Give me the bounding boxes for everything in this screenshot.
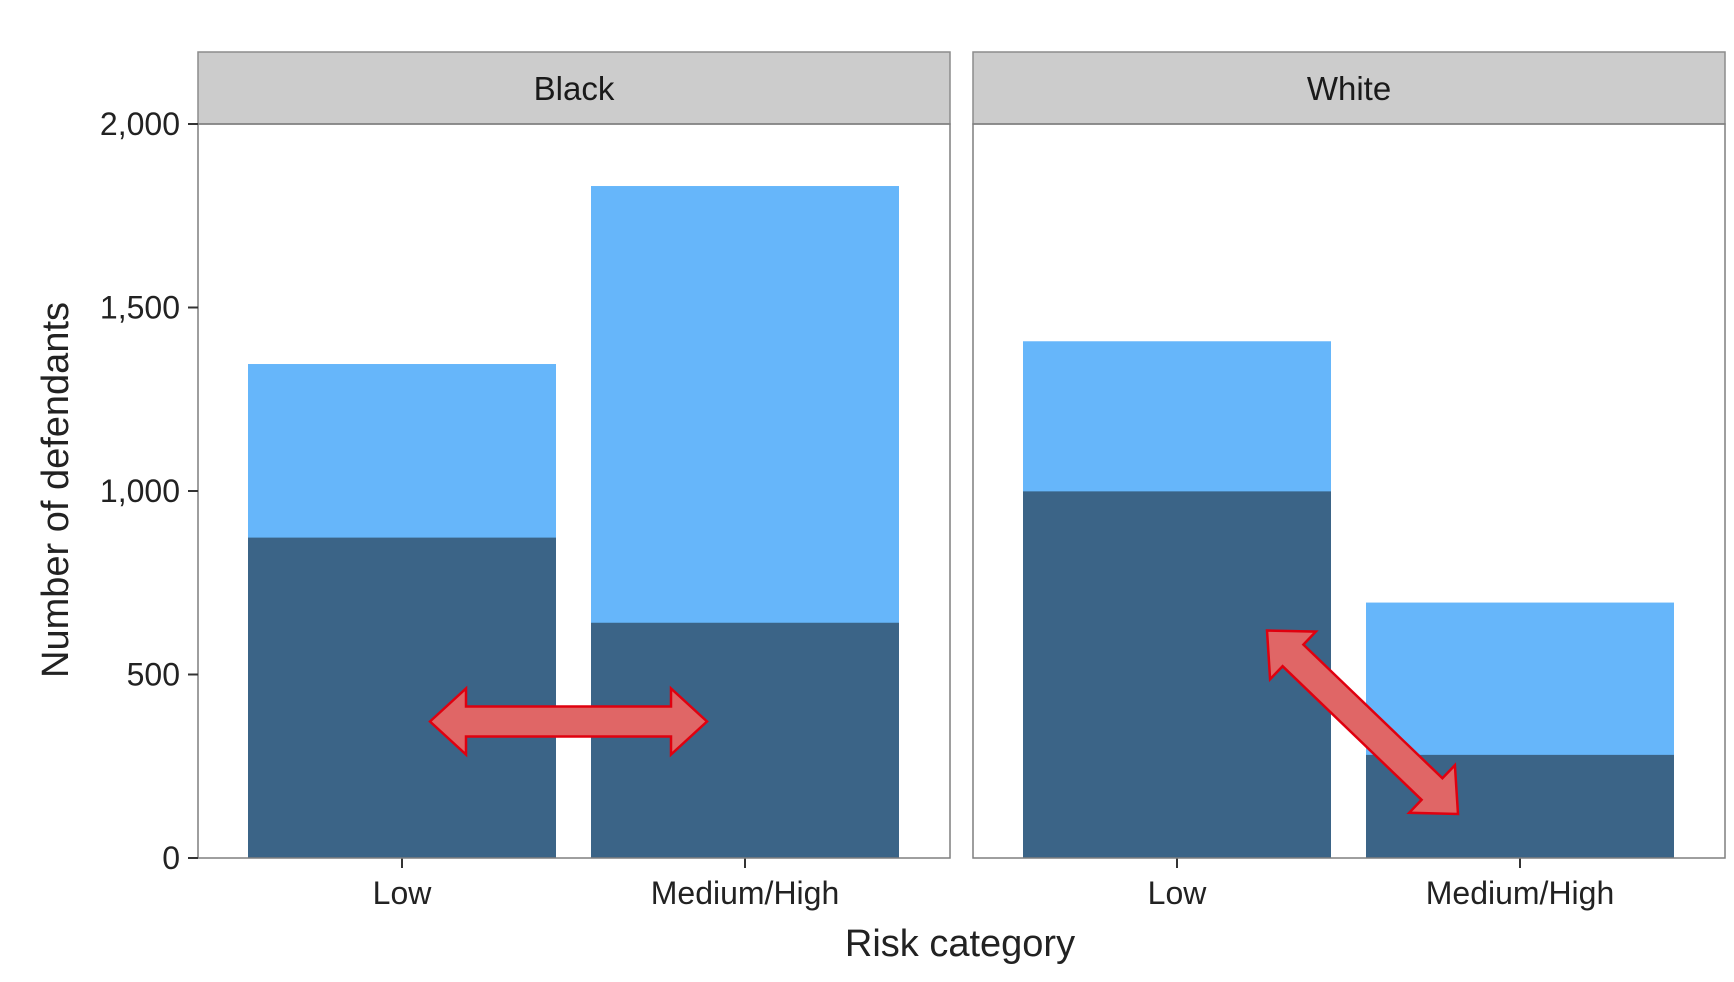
x-tick-label: Low (373, 875, 433, 911)
facet-panel-black: Black Low Medium/High (197, 51, 951, 911)
y-tick-label: 1,000 (100, 473, 180, 509)
x-tick-label: Medium/High (1426, 875, 1615, 911)
annotation-arrow-black (428, 685, 709, 758)
y-tick-label: 1,500 (100, 290, 180, 326)
facet-strip-label: White (1307, 70, 1391, 107)
facets-layer: Black Low Medium/High White Low Medium/High (197, 51, 1726, 911)
x-tick-label: Medium/High (651, 875, 840, 911)
x-axis-label: Risk category (845, 923, 1075, 965)
facet-strip-white (972, 51, 1726, 125)
x-tick-label: Low (1148, 875, 1208, 911)
panel-border (972, 123, 1726, 859)
y-axis-label: Number of defendants (35, 302, 77, 678)
bar-inner-white-low (1023, 491, 1331, 858)
bar-inner-black-medium-high (591, 622, 899, 858)
annotation-arrow-white (1265, 629, 1460, 816)
axes-layer: 0 500 1,000 1,500 2,000 (100, 106, 1460, 876)
facet-panel-white: White Low Medium/High (972, 51, 1726, 911)
bar-inner-black-low (248, 537, 556, 858)
facet-strip-black (197, 51, 951, 125)
facet-strip-label: Black (534, 70, 615, 107)
y-tick-label: 500 (127, 657, 180, 693)
y-tick-label: 0 (162, 840, 180, 876)
y-tick-label: 2,000 (100, 106, 180, 142)
